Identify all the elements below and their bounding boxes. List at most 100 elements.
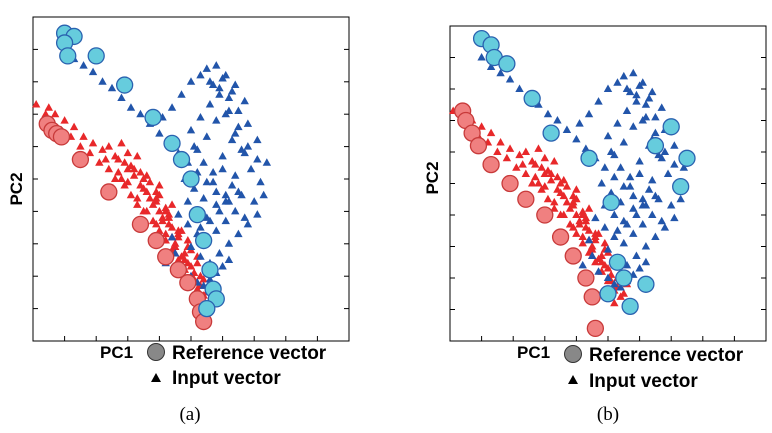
- caption-b: (b): [597, 404, 619, 425]
- blue-input-point: [632, 90, 641, 99]
- blue-input-point: [594, 97, 603, 105]
- blue-input-point: [638, 219, 647, 228]
- legend-input-marker-b: [568, 375, 578, 384]
- red-input-point: [540, 182, 549, 190]
- blue-input-point: [221, 216, 230, 225]
- blue-input-point: [641, 100, 651, 108]
- legend-input-label-a: Input vector: [172, 368, 281, 389]
- red-reference-point: [536, 206, 554, 224]
- red-input-point: [186, 261, 196, 270]
- red-input-point: [158, 216, 167, 225]
- blue-input-point: [246, 164, 256, 173]
- blue-input-point: [186, 77, 196, 85]
- red-input-point: [85, 148, 95, 157]
- blue-input-point: [635, 156, 644, 165]
- red-input-point: [610, 298, 619, 307]
- red-input-point: [546, 169, 556, 178]
- blue-input-point: [234, 187, 243, 195]
- red-input-point: [584, 226, 594, 234]
- blue-reference-point: [580, 149, 598, 167]
- blue-input-point: [227, 180, 237, 189]
- red-input-point: [161, 206, 170, 215]
- red-input-point: [148, 200, 158, 208]
- blue-input-point: [603, 84, 613, 92]
- red-input-point: [50, 109, 60, 118]
- red-reference-point: [551, 228, 570, 246]
- blue-input-point: [196, 252, 205, 260]
- blue-reference-point: [646, 137, 665, 155]
- red-reference-point: [586, 319, 605, 338]
- blue-input-point: [603, 131, 613, 140]
- blue-reference-point: [662, 118, 680, 136]
- blue-input-point: [600, 163, 610, 171]
- red-input-point: [145, 177, 155, 186]
- blue-reference-point: [599, 285, 617, 303]
- red-reference-point: [482, 155, 500, 174]
- red-input-point: [155, 206, 164, 215]
- red-input-point: [133, 193, 142, 202]
- y-axis-title-b: PC2: [423, 161, 442, 194]
- red-input-point: [534, 179, 543, 187]
- blue-input-point: [641, 257, 651, 266]
- red-input-point: [553, 172, 562, 181]
- legend-reference-label-a: Reference vector: [172, 343, 327, 364]
- blue-input-point: [619, 138, 628, 146]
- blue-input-point: [212, 200, 221, 208]
- red-input-point: [578, 232, 587, 241]
- red-input-point: [31, 99, 41, 108]
- blue-reference-point: [87, 47, 105, 65]
- red-input-point: [152, 193, 161, 202]
- blue-input-point: [167, 232, 177, 241]
- blue-input-point: [218, 164, 227, 173]
- blue-input-point: [613, 78, 622, 86]
- blue-reference-point: [163, 134, 181, 153]
- red-reference-point: [169, 261, 188, 279]
- red-input-point: [531, 172, 540, 181]
- blue-input-point: [117, 93, 126, 101]
- red-input-point: [572, 210, 581, 218]
- red-input-point: [155, 180, 164, 189]
- red-input-point: [518, 160, 527, 168]
- blue-input-point: [625, 87, 635, 96]
- blue-input-point: [250, 197, 259, 205]
- red-input-point: [167, 200, 177, 208]
- blue-input-point: [641, 201, 651, 209]
- red-input-point: [512, 163, 521, 171]
- red-input-point: [493, 147, 502, 155]
- red-input-point: [588, 245, 597, 253]
- red-input-point: [69, 122, 79, 131]
- legend-reference-marker-a: [147, 343, 165, 361]
- red-input-point: [537, 163, 546, 171]
- red-input-point: [527, 179, 537, 187]
- red-input-point: [193, 258, 202, 267]
- blue-reference-point: [498, 55, 516, 73]
- blue-input-point: [205, 99, 215, 108]
- reference-points-a: [38, 24, 225, 331]
- red-reference-point: [71, 150, 90, 169]
- red-input-point: [546, 175, 556, 184]
- x-axis-title-a: PC1: [100, 343, 133, 362]
- blue-input-point: [243, 219, 253, 228]
- blue-input-point: [183, 219, 193, 228]
- blue-input-point: [212, 226, 221, 234]
- blue-input-point: [186, 242, 196, 251]
- blue-input-point: [234, 106, 243, 114]
- blue-reference-point: [672, 177, 690, 196]
- blue-input-point: [660, 223, 670, 231]
- blue-reference-point: [542, 124, 560, 142]
- red-input-point: [88, 138, 98, 147]
- blue-input-point: [196, 70, 205, 79]
- blue-input-point: [231, 171, 240, 179]
- blue-input-point: [243, 142, 253, 150]
- blue-input-point: [588, 251, 597, 259]
- blue-input-point: [167, 103, 177, 111]
- red-input-point: [559, 175, 568, 184]
- red-input-point: [126, 190, 136, 199]
- blue-input-point: [212, 61, 221, 69]
- blue-input-point: [632, 97, 641, 105]
- blue-input-point: [224, 197, 234, 205]
- caption-a: (a): [179, 404, 200, 425]
- axis-ticks-a: [33, 48, 349, 341]
- blue-input-point: [603, 273, 613, 281]
- red-input-point: [152, 219, 161, 228]
